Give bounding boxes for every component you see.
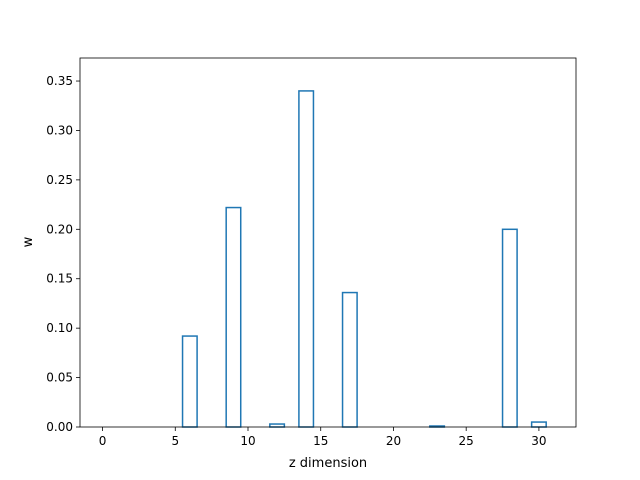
x-tick-label: 25 <box>459 434 474 448</box>
plot-frame <box>79 57 577 428</box>
x-tick-label: 0 <box>99 434 107 448</box>
y-tick-label: 0.05 <box>46 371 73 385</box>
y-tick-label: 0.15 <box>46 272 73 286</box>
y-axis: 0.00 0.05 0.10 0.15 0.20 0.25 0.30 0.35 <box>46 74 80 434</box>
plot-area-background <box>80 58 576 427</box>
x-tick-label: 30 <box>531 434 546 448</box>
y-tick-label: 0.00 <box>46 420 73 434</box>
x-tick-label: 5 <box>171 434 179 448</box>
y-axis-label: w <box>21 236 36 247</box>
y-tick-label: 0.35 <box>46 74 73 88</box>
y-tick-label: 0.25 <box>46 173 73 187</box>
x-axis: 0 5 10 15 20 25 30 <box>99 427 547 448</box>
x-axis-label: z dimension <box>289 456 367 471</box>
y-tick-label: 0.20 <box>46 222 73 236</box>
x-tick-label: 10 <box>240 434 255 448</box>
x-tick-label: 20 <box>386 434 401 448</box>
x-tick-label: 15 <box>313 434 328 448</box>
y-tick-label: 0.30 <box>46 123 73 137</box>
y-tick-label: 0.10 <box>46 321 73 335</box>
